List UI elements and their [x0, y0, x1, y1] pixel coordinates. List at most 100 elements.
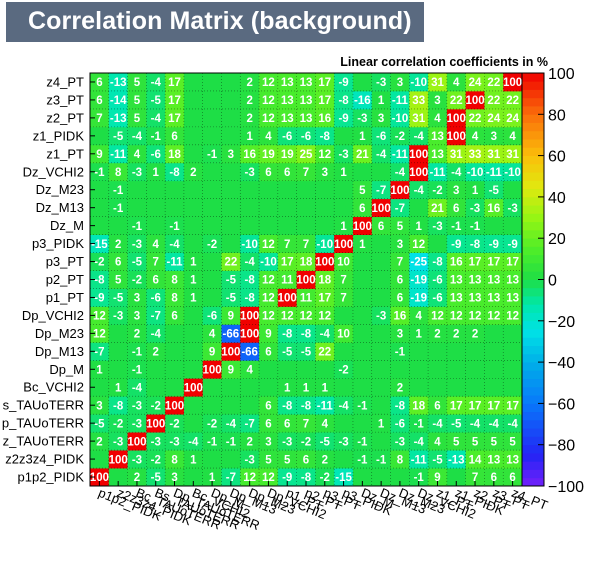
heatmap-cell — [334, 324, 354, 343]
heatmap-cell — [352, 90, 373, 110]
cell-value-label: -4 — [188, 436, 199, 448]
cell-value-label: 21 — [356, 149, 369, 161]
cell-value-label: -11 — [392, 95, 409, 107]
color-scale-segment — [522, 304, 544, 313]
heatmap-cell — [371, 108, 391, 128]
cell-value-label: 3 — [96, 400, 102, 412]
cell-value-label: 13 — [281, 95, 294, 107]
heatmap-cell — [390, 324, 410, 343]
cell-value-label: 12 — [93, 329, 106, 341]
cell-value-label: 2 — [453, 329, 459, 341]
cell-value-label: -11 — [317, 400, 334, 412]
cell-value-label: 7 — [340, 293, 346, 305]
heatmap-cell — [165, 450, 185, 469]
heatmap-cell — [183, 342, 204, 361]
heatmap-cell — [277, 432, 298, 451]
cell-value-label: -15 — [91, 239, 108, 251]
color-scale-segment — [522, 106, 544, 115]
cell-value-label: 100 — [278, 293, 297, 305]
cell-value-label: -66 — [223, 329, 240, 341]
heatmap-cell — [221, 270, 241, 289]
cell-value-label: -8 — [113, 400, 124, 412]
heatmap-cell — [503, 198, 523, 218]
heatmap-cell — [428, 288, 448, 307]
heatmap-cell — [183, 450, 204, 469]
cell-value-label: -3 — [113, 311, 123, 323]
heatmap-cell — [296, 432, 316, 451]
heatmap-cell — [90, 324, 110, 343]
heatmap-cell — [390, 414, 410, 433]
cell-value-label: -25 — [410, 257, 427, 269]
cell-value-label: 1 — [246, 131, 253, 143]
heatmap-cell — [165, 144, 185, 164]
cell-value-label: 3 — [134, 293, 140, 305]
heatmap-cell — [146, 90, 166, 110]
heatmap-cell — [315, 324, 335, 343]
cell-value-label: -6 — [432, 293, 442, 305]
heatmap-cell — [484, 126, 504, 146]
heatmap-cell — [315, 468, 335, 487]
heatmap-cell — [221, 450, 241, 469]
cell-value-label: 100 — [353, 221, 372, 233]
color-scale-segment — [522, 213, 544, 223]
cell-value-label: -19 — [410, 293, 427, 305]
heatmap-cell — [90, 414, 110, 433]
cell-value-label: -1 — [94, 167, 105, 179]
cell-value-label: -1 — [113, 203, 124, 215]
heatmap-cell — [484, 162, 504, 182]
y-axis-label: Dp_M — [49, 362, 84, 377]
heatmap-cell — [484, 378, 504, 397]
heatmap-cell — [428, 324, 448, 343]
cell-value-label: 17 — [506, 400, 519, 412]
color-scale-segment — [522, 452, 544, 462]
heatmap-cell — [371, 270, 391, 289]
cell-value-label: -8 — [320, 131, 331, 143]
heatmap-cell — [465, 234, 485, 253]
cell-value-label: 13 — [300, 95, 313, 107]
cell-value-label: 1 — [359, 131, 366, 143]
cell-value-label: -8 — [245, 275, 256, 287]
heatmap-cell — [446, 288, 467, 307]
color-scale-segment — [522, 188, 544, 198]
heatmap-cell — [221, 90, 241, 110]
cell-value-label: -2 — [113, 418, 123, 430]
cell-value-label: -3 — [507, 203, 517, 215]
heatmap-cell — [90, 126, 110, 146]
heatmap-cell — [127, 252, 147, 271]
heatmap-cell — [446, 396, 467, 415]
cell-value-label: 100 — [409, 149, 428, 161]
cell-value-label: 12 — [506, 311, 519, 323]
heatmap-cell — [315, 73, 335, 92]
heatmap-cell — [409, 73, 429, 92]
heatmap-cell — [240, 73, 260, 92]
y-axis-label: p3_PT — [46, 254, 84, 269]
heatmap-cell — [146, 126, 166, 146]
y-axis-label: p1_PT — [46, 290, 84, 305]
color-scale-segment — [522, 320, 544, 330]
heatmap-cell — [296, 216, 316, 236]
cell-value-label: 12 — [431, 311, 444, 323]
cell-value-label: 100 — [315, 257, 334, 269]
heatmap-cell — [334, 73, 354, 92]
heatmap-cell — [240, 414, 260, 433]
heatmap-cell — [334, 396, 354, 415]
cell-value-label: 100 — [447, 113, 466, 125]
heatmap-cell — [465, 162, 485, 182]
cell-value-label: -3 — [376, 77, 386, 89]
heatmap-cell — [409, 450, 429, 469]
color-scale-segment — [522, 114, 544, 123]
cell-value-label: 17 — [168, 113, 181, 125]
cell-value-label: -7 — [395, 203, 405, 215]
cell-value-label: -5 — [226, 293, 237, 305]
heatmap-cell — [221, 216, 241, 236]
cell-value-label: 4 — [209, 329, 216, 341]
cell-value-label: 31 — [431, 77, 444, 89]
heatmap-cell — [334, 288, 354, 307]
cell-value-label: 3 — [265, 436, 271, 448]
heatmap-cell — [240, 144, 260, 164]
cell-value-label: 13 — [281, 77, 294, 89]
heatmap-cell — [202, 306, 222, 325]
cell-value-label: 1 — [340, 167, 347, 179]
cell-value-label: -3 — [395, 436, 405, 448]
cell-value-label: 1 — [322, 382, 329, 394]
